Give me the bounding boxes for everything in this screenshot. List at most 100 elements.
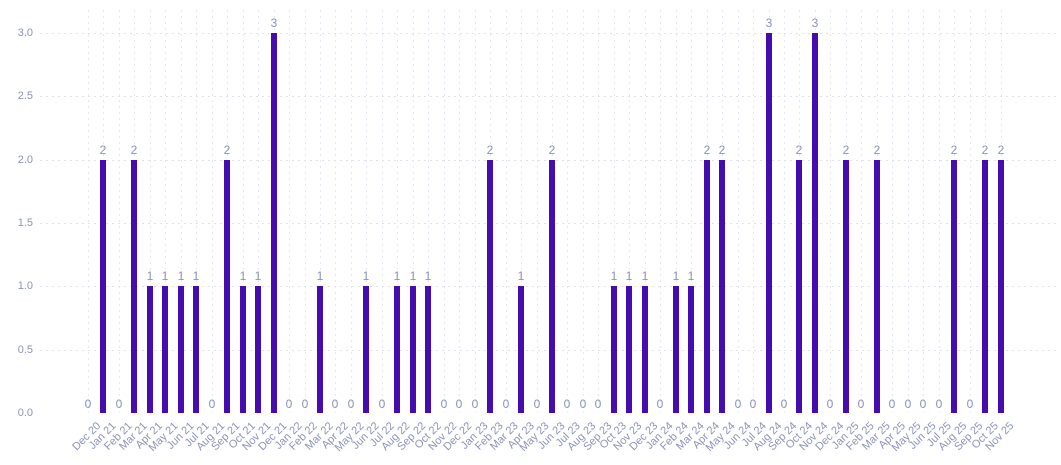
bar[interactable] [255,286,261,413]
bar-value-label: 1 [316,269,324,284]
bar[interactable] [611,286,617,413]
bar-value-label: 0 [502,397,510,411]
bar[interactable] [688,286,694,413]
bar[interactable] [100,159,106,413]
bar[interactable] [240,286,246,413]
bar[interactable] [131,159,137,413]
bar-value-label: 0 [966,397,974,411]
v-gridline [738,10,739,413]
bar[interactable] [719,159,725,413]
v-gridline [939,10,940,413]
bar-value-label: 2 [950,142,958,157]
v-gridline [428,10,429,413]
bar-value-label: 0 [594,397,602,411]
bar[interactable] [425,286,431,413]
v-gridline [181,10,182,413]
v-gridline [861,10,862,413]
v-gridline [892,10,893,413]
v-gridline [258,10,259,413]
bar[interactable] [394,286,400,413]
bar[interactable] [178,286,184,413]
bar[interactable] [998,159,1004,413]
bar[interactable] [843,159,849,413]
bar-value-label: 0 [84,397,92,411]
v-gridline [676,10,677,413]
h-gridline [40,33,1056,34]
bar[interactable] [549,159,555,413]
bar[interactable] [317,286,323,413]
v-gridline [289,10,290,413]
bar[interactable] [766,33,772,413]
v-gridline [413,10,414,413]
y-axis-label: 1.5 [17,217,33,229]
bar[interactable] [224,159,230,413]
y-axis-label: 0.5 [17,343,33,356]
v-gridline [923,10,924,413]
bar-value-label: 1 [424,269,432,284]
bar[interactable] [410,286,416,413]
bar[interactable] [874,159,880,413]
bar-value-label: 2 [718,142,726,157]
bar-value-label: 1 [393,269,401,284]
bar-value-label: 2 [795,142,803,157]
v-gridline [320,10,321,413]
v-gridline [150,10,151,413]
v-gridline [645,10,646,413]
v-gridline [119,10,120,413]
bar-value-label: 0 [826,397,834,411]
bar-value-label: 1 [672,269,680,284]
bar-value-label: 3 [765,16,773,30]
bar-value-label: 0 [115,397,123,411]
bar[interactable] [982,159,988,413]
h-gridline [40,286,1056,288]
bar[interactable] [812,33,818,413]
bar[interactable] [626,286,632,413]
bar-value-label: 0 [455,397,463,411]
v-gridline [335,10,336,413]
bar[interactable] [673,286,679,413]
bar-value-label: 0 [331,397,339,411]
bar-value-label: 0 [378,397,386,411]
v-gridline [908,10,909,413]
bar[interactable] [363,286,369,413]
bar-value-label: 0 [904,397,912,411]
bar[interactable] [518,286,524,413]
v-gridline [475,10,476,413]
bar[interactable] [487,159,493,413]
bar[interactable] [796,159,802,413]
bar[interactable] [951,159,957,413]
bar[interactable] [271,33,277,413]
bar-value-label: 1 [192,269,200,284]
bar-value-label: 1 [517,269,525,284]
bar-value-label: 1 [146,269,154,284]
bar-value-label: 1 [177,269,185,284]
h-gridline [40,349,1056,351]
v-gridline [830,10,831,413]
bar[interactable] [193,286,199,413]
bar-value-label: 2 [981,142,989,157]
bar[interactable] [704,159,710,413]
bar-value-label: 1 [409,269,417,284]
v-gridline [506,10,507,413]
bar[interactable] [642,286,648,413]
y-axis-label: 3.0 [17,27,33,39]
bar-value-label: 0 [563,397,571,411]
y-axis-label: 0.0 [17,407,33,419]
bar-value-label: 0 [857,397,865,411]
v-gridline [629,10,630,413]
bar[interactable] [147,286,153,413]
bar-value-label: 0 [888,397,896,411]
bar-value-label: 0 [533,397,541,411]
bar-value-label: 0 [919,397,927,411]
y-axis-label: 2.0 [17,153,33,166]
v-gridline [567,10,568,413]
bar-value-label: 3 [811,16,819,30]
v-gridline [784,10,785,413]
v-gridline [366,10,367,413]
v-gridline [660,10,661,413]
bar-value-label: 1 [254,269,262,284]
v-gridline [583,10,584,413]
bar[interactable] [162,286,168,413]
v-gridline [305,10,306,413]
